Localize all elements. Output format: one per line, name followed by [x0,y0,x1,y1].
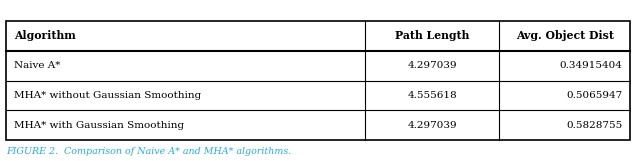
Text: 4.297039: 4.297039 [408,61,457,70]
Text: MHA* without Gaussian Smoothing: MHA* without Gaussian Smoothing [14,91,202,100]
Text: Algorithm: Algorithm [14,30,76,41]
Text: 0.34915404: 0.34915404 [560,61,623,70]
Text: FIGURE 2.  Comparison of Naive A* and MHA* algorithms.: FIGURE 2. Comparison of Naive A* and MHA… [6,147,292,156]
Text: MHA* with Gaussian Smoothing: MHA* with Gaussian Smoothing [14,121,184,130]
Text: 0.5828755: 0.5828755 [566,121,623,130]
Text: Avg. Object Dist: Avg. Object Dist [516,30,614,41]
Text: 4.555618: 4.555618 [408,91,457,100]
Text: 4.297039: 4.297039 [408,121,457,130]
Text: Path Length: Path Length [395,30,470,41]
Bar [6,21,630,140]
Text: 0.5065947: 0.5065947 [566,91,623,100]
Text: Naive A*: Naive A* [14,61,60,70]
